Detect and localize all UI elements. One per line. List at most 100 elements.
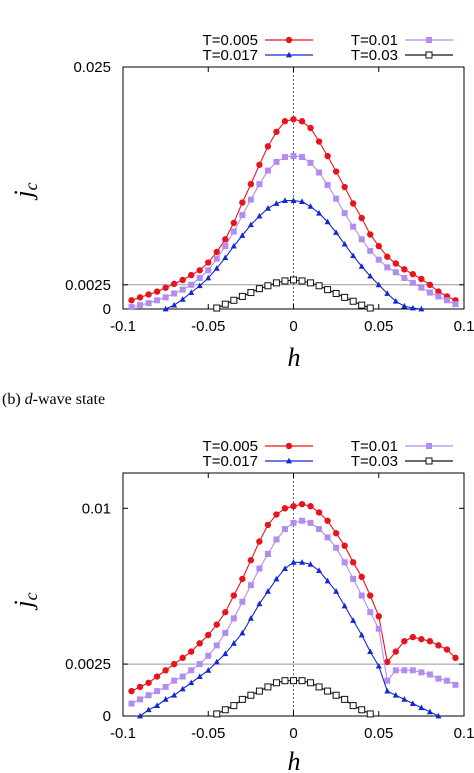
y-axis-label-main-a: j [9, 190, 38, 200]
data-point-b [247, 582, 254, 589]
data-point-a [307, 159, 314, 166]
data-point-b [171, 692, 178, 698]
data-point-a [367, 247, 374, 254]
data-point-b [341, 559, 348, 566]
reference-lines-b [123, 473, 464, 716]
data-point-b [307, 679, 315, 687]
legend-label-b: T=0.017 [203, 453, 258, 470]
data-point-b [264, 551, 271, 557]
data-point-a [350, 223, 357, 230]
data-point-b [162, 667, 169, 674]
legend-label-a: T=0.005 [203, 32, 258, 49]
data-point-b [316, 567, 323, 574]
data-point-a [307, 124, 314, 132]
data-point-a [299, 154, 306, 161]
data-point-b [145, 706, 152, 713]
data-point-a [349, 297, 357, 305]
data-point-a [205, 274, 212, 281]
legend-marker-b [425, 457, 433, 465]
data-point-a [145, 291, 152, 298]
data-point-a [435, 293, 442, 300]
data-point-a [392, 269, 399, 276]
data-point-b [367, 648, 374, 655]
data-point-a [401, 266, 408, 273]
data-point-b [435, 642, 442, 649]
series-T=0.005-b [128, 500, 459, 695]
legend-label-b: T=0.005 [203, 438, 258, 455]
data-point-b [264, 588, 271, 594]
x-axis-label-b: h [288, 747, 301, 773]
series-T=0.005-a [128, 116, 459, 304]
data-point-a [349, 200, 357, 207]
data-point-a [332, 290, 340, 298]
data-point-a [239, 199, 246, 206]
data-point-b [452, 654, 459, 662]
data-point-b [256, 538, 263, 545]
data-point-a [333, 195, 340, 202]
data-point-a [264, 282, 272, 290]
legend-label-a: T=0.01 [351, 32, 398, 49]
data-point-b [230, 702, 238, 710]
data-point-b [341, 542, 348, 549]
series-T=0.017-a [162, 197, 425, 312]
data-point-b [230, 615, 237, 622]
data-point-a [298, 118, 306, 125]
series-group-b [128, 500, 459, 719]
data-point-b [179, 685, 186, 692]
data-point-b [307, 561, 314, 567]
data-point-a [273, 200, 280, 206]
data-point-b [341, 695, 349, 703]
data-point-a [188, 281, 195, 288]
legend-a: T=0.005 T=0.01 T=0.017 T=0.03 [203, 32, 453, 64]
y-tick-label-a: 0.025 [73, 59, 111, 76]
data-point-a [230, 219, 238, 227]
data-point-a [162, 284, 169, 291]
data-point-a [230, 228, 237, 235]
legend-marker-b [285, 442, 293, 450]
data-point-a [179, 276, 186, 284]
data-point-b [171, 677, 178, 684]
x-tick-label-a: 0.05 [364, 318, 393, 335]
caption-prefix: (b) [2, 391, 25, 408]
y-tick-label-b: 0.0025 [65, 656, 111, 673]
data-point-a [452, 301, 459, 308]
data-point-b [281, 505, 289, 512]
panel-b-caption: (b) d-wave state [2, 391, 105, 408]
data-point-a [384, 264, 391, 271]
data-point-b [299, 559, 306, 565]
series-T=0.01-a [128, 153, 459, 311]
data-point-b [196, 673, 203, 679]
data-point-a [341, 293, 349, 301]
data-point-a [281, 154, 288, 161]
data-point-a [205, 259, 212, 266]
data-point-b [333, 544, 340, 551]
legend-label-a: T=0.017 [203, 47, 258, 64]
data-point-b [273, 536, 280, 543]
y-tick-label-a: 0.0025 [65, 277, 111, 294]
data-point-b [273, 511, 280, 518]
series-T=0.01-b [128, 517, 459, 707]
data-point-a [196, 275, 203, 282]
data-point-b [358, 631, 365, 638]
data-point-b [418, 635, 425, 643]
data-point-a [418, 284, 425, 291]
data-point-a [299, 198, 306, 204]
data-point-a [324, 286, 332, 294]
data-point-a [239, 232, 246, 238]
data-point-b [341, 602, 348, 609]
data-point-b [196, 640, 203, 647]
data-point-b [367, 592, 374, 599]
data-point-b [256, 600, 263, 607]
data-point-b [247, 691, 255, 699]
y-tick-label-b: 0 [103, 708, 111, 725]
data-point-b [358, 573, 365, 581]
data-point-a [137, 302, 144, 309]
data-point-a [418, 275, 425, 283]
data-point-b [324, 517, 331, 524]
data-point-b [196, 661, 203, 668]
data-point-b [358, 706, 366, 714]
data-point-b [213, 621, 220, 628]
data-point-a [401, 302, 408, 309]
data-point-a [435, 288, 442, 295]
data-point-a [171, 301, 178, 308]
